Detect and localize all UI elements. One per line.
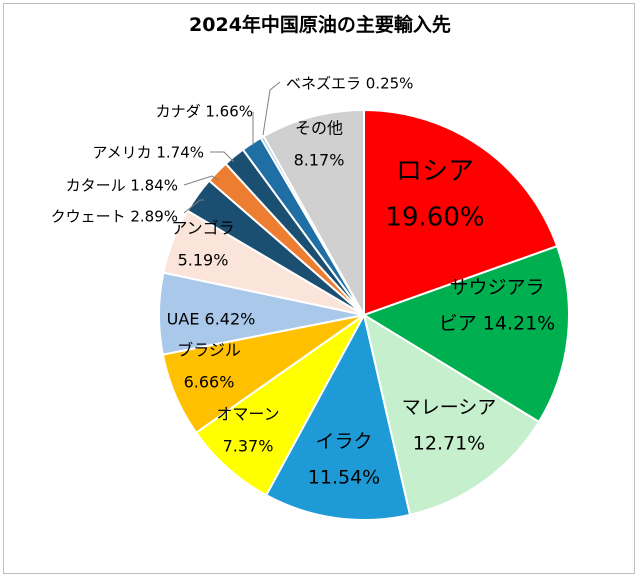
slice-label-13: ベネズエラ 0.25% — [286, 75, 413, 93]
slice-label-4-line-2: 11.54% — [308, 467, 380, 489]
slice-label-6-line-1: ブラジル — [177, 341, 241, 360]
slice-label-1-line-2: 19.60% — [385, 203, 484, 233]
slice-label-6-line-2: 6.66% — [184, 373, 235, 392]
pie-slice-1 — [363, 108, 559, 317]
leader-line-11 — [210, 151, 235, 163]
leader-line-9 — [183, 199, 204, 214]
slice-label-5-line-2: 7.37% — [223, 437, 274, 456]
slice-label-4-line-1: イラク — [315, 431, 372, 453]
slice-label-7-line-1: UAE 6.42% — [167, 310, 256, 329]
slice-label-3-line-1: マレーシア — [402, 397, 497, 419]
slice-label-2-line-2: ビア 14.21% — [439, 313, 556, 335]
leader-line-13 — [262, 81, 281, 136]
slice-label-1-line-1: ロシア — [396, 157, 474, 187]
leader-line-10 — [183, 175, 219, 186]
slice-label-2-line-1: サウジアラ — [449, 277, 544, 299]
slice-label-14-line-2: 8.17% — [294, 151, 345, 170]
slice-label-8-line-2: 5.19% — [178, 251, 229, 270]
slice-label-10: カタール 1.84% — [66, 177, 178, 195]
slice-label-9: クウェート 2.89% — [51, 208, 178, 226]
pie-slice-2 — [361, 244, 570, 424]
slice-label-12: カナダ 1.66% — [156, 103, 253, 121]
slice-label-11: アメリカ 1.74% — [92, 144, 204, 162]
chart-title: 2024年中国原油の主要輸入先 — [189, 14, 451, 36]
chart-frame — [3, 3, 635, 574]
pie-slice-3 — [362, 312, 541, 516]
slice-label-14-line-1: その他 — [295, 119, 343, 138]
slice-label-5-line-1: オマーン — [216, 405, 279, 424]
slice-label-3-line-2: 12.71% — [413, 433, 485, 455]
slice-label-8-line-1: アンゴラ — [171, 219, 234, 238]
pie-slice-4 — [264, 312, 412, 522]
pie-slice-14 — [262, 108, 365, 319]
